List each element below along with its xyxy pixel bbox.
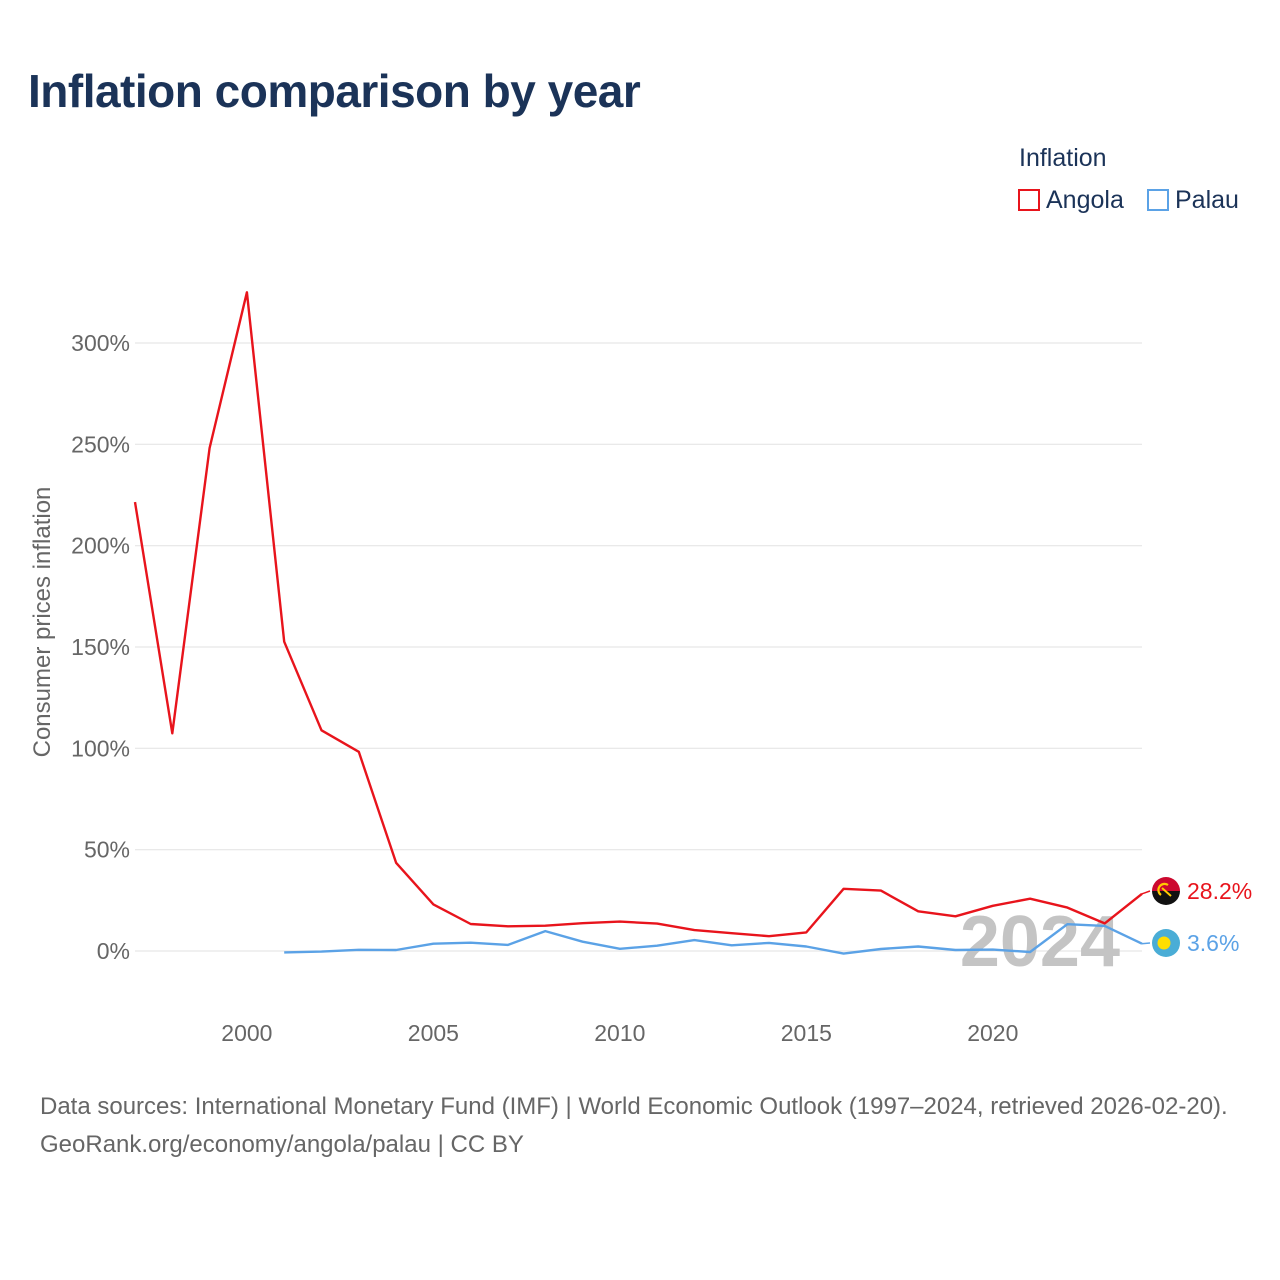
flag-moon [1157, 936, 1171, 950]
series-line-palau [284, 923, 1143, 955]
y-axis-ticks: 0% 50% 100% 150% 200% 250% 300% [71, 330, 130, 964]
x-tick-label: 2000 [221, 1020, 272, 1046]
flag-bottom-band [1152, 891, 1180, 905]
legend-swatch-angola [1018, 189, 1040, 211]
x-tick-label: 2020 [967, 1020, 1018, 1046]
x-tick-label: 2010 [594, 1020, 645, 1046]
y-tick-label: 200% [71, 533, 130, 559]
palau-flag-icon [1152, 929, 1180, 957]
flag-emblem [1157, 882, 1169, 896]
x-tick-label: 2015 [781, 1020, 832, 1046]
y-tick-label: 300% [71, 330, 130, 356]
end-markers: 28.2% 3.6% [1141, 877, 1252, 957]
legend-label-angola: Angola [1046, 185, 1124, 214]
footer-credit: GeoRank.org/economy/angola/palau | CC BY [40, 1131, 524, 1158]
series-lines [133, 291, 1143, 955]
year-watermark: 2024 [960, 902, 1120, 982]
y-tick-label: 150% [71, 634, 130, 660]
x-axis-ticks: 2000 2005 2010 2015 2020 [221, 1020, 1018, 1046]
y-tick-label: 50% [84, 837, 130, 863]
angola-flag-icon [1152, 877, 1180, 905]
y-axis-label: Consumer prices inflation [29, 487, 56, 758]
end-value-label: 3.6% [1187, 930, 1239, 956]
legend-item-palau[interactable]: Palau [1147, 185, 1239, 215]
flag-emblem-blade [1161, 887, 1172, 897]
x-tick-label: 2005 [408, 1020, 459, 1046]
line-chart: 2024 0%50%100%150%200%250%300% 2000 2005 2… [29, 291, 1252, 1046]
footer-sources: Data sources: International Monetary Fun… [40, 1093, 1228, 1120]
legend-item-angola[interactable]: Angola [1018, 185, 1124, 215]
chart-title: Inflation comparison by year [28, 65, 641, 117]
y-tick-label: 250% [71, 431, 130, 457]
legend-swatch-palau [1147, 189, 1169, 211]
footer: Data sources: International Monetary Fun… [40, 1088, 1250, 1164]
end-connector [1141, 890, 1151, 895]
end-value-label: 28.2% [1187, 878, 1252, 904]
legend-title: Inflation [1019, 144, 1107, 172]
y-tick-label: 0% [97, 938, 130, 964]
end-connector [1141, 942, 1151, 945]
series-line-angola [133, 291, 1143, 938]
y-tick-label: 100% [71, 735, 130, 761]
legend-label-palau: Palau [1175, 185, 1239, 214]
